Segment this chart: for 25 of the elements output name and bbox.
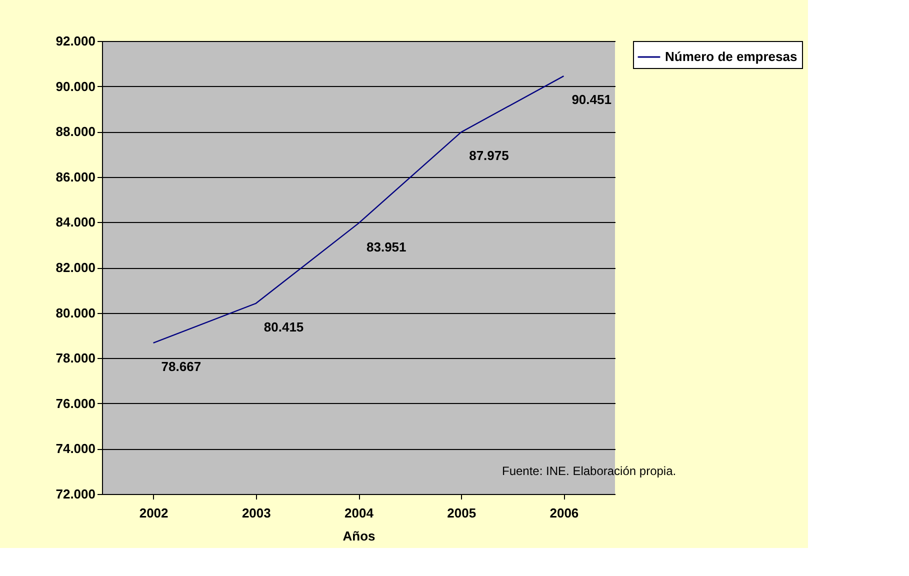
y-tick-label: 84.000: [56, 214, 96, 230]
y-tick-label: 72.000: [56, 486, 96, 502]
y-tick-label: 74.000: [56, 441, 96, 456]
y-tick-label: 92.000: [56, 34, 96, 48]
x-tick-label: 2005: [447, 506, 476, 520]
y-tick-label: 86.000: [56, 169, 96, 184]
data-label: 83.951: [366, 239, 406, 254]
y-tick-label: 76.000: [56, 396, 96, 411]
annotation: Fuente: INE. Elaboración propia.: [502, 464, 676, 478]
data-label: 87.975: [469, 148, 509, 164]
y-tick-label: 80.000: [56, 305, 96, 320]
y-tick-label: 78.000: [56, 350, 96, 366]
data-label: 90.451: [572, 92, 612, 108]
x-tick-label: 2003: [242, 506, 271, 520]
y-tick-label: 88.000: [56, 124, 96, 140]
x-axis-title: Años: [342, 528, 376, 544]
y-tick-label: 90.000: [56, 78, 96, 94]
data-label: 78.667: [161, 358, 202, 374]
y-tick-label: 82.000: [56, 260, 96, 275]
line-series: [152, 75, 564, 344]
x-tick-label: 2002: [139, 506, 168, 520]
x-tick-label: 2006: [550, 506, 579, 520]
legend-label: Número de empresas: [665, 49, 798, 64]
data-label: 80.415: [264, 319, 304, 334]
x-tick-label: 2004: [344, 506, 374, 520]
